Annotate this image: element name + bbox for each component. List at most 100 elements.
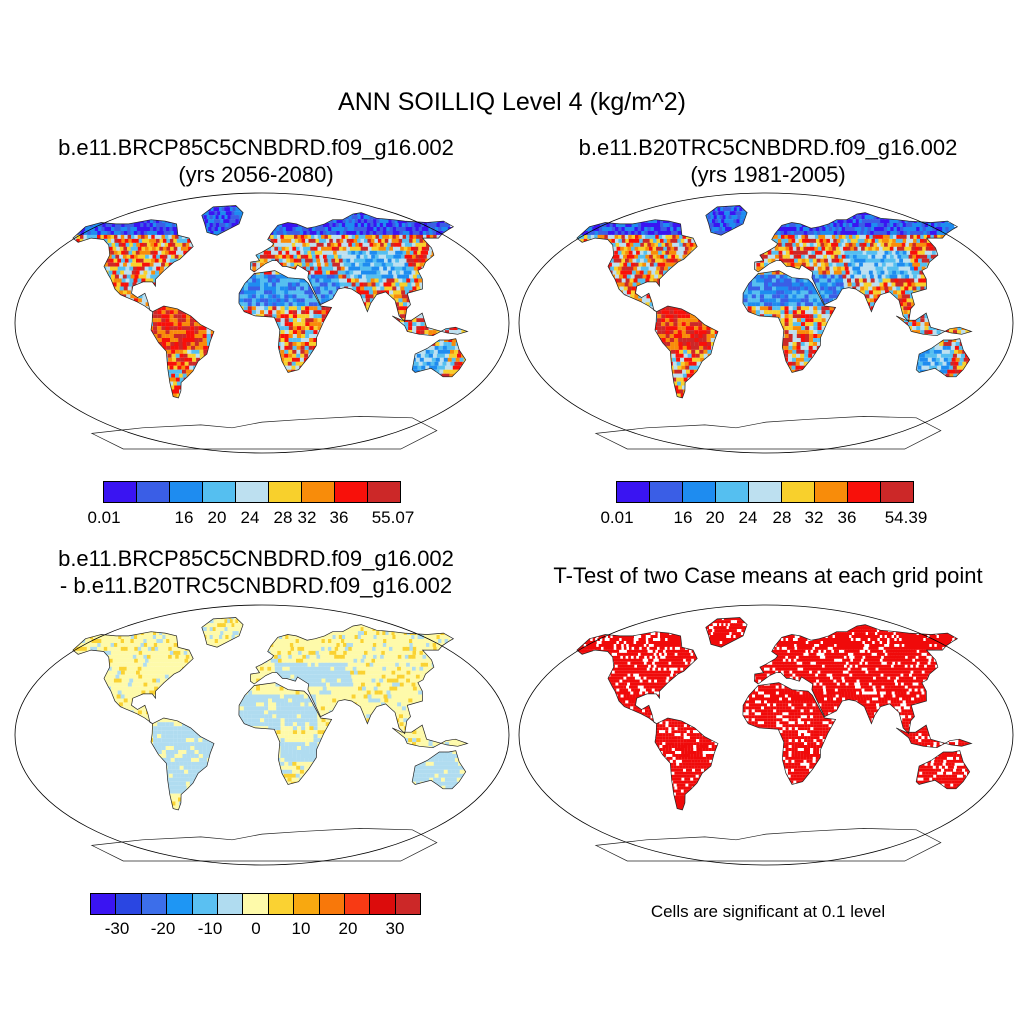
colorbar-swatch <box>141 894 168 914</box>
colorbar-swatch <box>815 482 848 502</box>
case2-tick-label: 24 <box>739 508 758 528</box>
coastline-australia <box>411 750 467 790</box>
colorbar-swatch <box>167 894 193 914</box>
colorbar-swatch <box>650 482 683 502</box>
colorbar-swatch <box>217 894 244 914</box>
coastline-namerica <box>576 631 698 725</box>
land-field <box>576 617 972 820</box>
map-border <box>518 604 1014 866</box>
coastline-samerica <box>654 717 719 811</box>
colorbar-swatch <box>269 482 302 502</box>
coastline-indonesia <box>895 312 973 337</box>
coastline-africa <box>742 270 837 373</box>
colorbar-swatch <box>243 894 269 914</box>
coastline-eurasia <box>250 212 455 323</box>
case2-tick-label: 16 <box>674 508 693 528</box>
ttest-title: T-Test of two Case means at each grid po… <box>512 562 1024 589</box>
coastline-samerica <box>150 717 215 811</box>
map-case2 <box>518 192 1014 454</box>
coastline-australia <box>411 338 467 378</box>
case1-title-line1: b.e11.BRCP85C5CNBDRD.f09_g16.002 <box>0 134 512 161</box>
colorbar-swatch <box>302 482 335 502</box>
coastline-africa <box>238 270 333 373</box>
colorbar-swatch <box>782 482 815 502</box>
coastline-samerica <box>150 305 215 399</box>
case1-tick-label: 28 <box>274 508 293 528</box>
coastline-namerica <box>72 631 194 725</box>
colorbar-swatch <box>170 482 203 502</box>
coastline-eurasia <box>250 624 455 735</box>
map-border <box>518 192 1014 454</box>
coastline-indonesia <box>895 724 973 749</box>
colorbar-swatch <box>370 894 396 914</box>
map-border <box>14 604 510 866</box>
colorbar-swatch <box>617 482 650 502</box>
map-ttest <box>518 604 1014 866</box>
coastline-africa <box>238 682 333 785</box>
case1-tick-label: 20 <box>208 508 227 528</box>
diff-tick-label: -20 <box>151 919 176 939</box>
case1-tick-label: 55.07 <box>372 508 415 528</box>
colorbar-swatch <box>716 482 749 502</box>
colorbar-swatch <box>268 894 295 914</box>
colorbar-swatch <box>203 482 236 502</box>
colorbar-swatch <box>104 482 137 502</box>
coastline-greenland <box>705 617 748 648</box>
colorbar-swatch <box>395 894 421 914</box>
colorbar-swatch <box>344 894 371 914</box>
colorbar-swatch <box>335 482 368 502</box>
diff-tick-label: 10 <box>292 919 311 939</box>
coastline-eurasia <box>754 624 959 735</box>
coastline-antarctica <box>594 828 942 862</box>
coastline-namerica <box>72 219 194 313</box>
colorbar-swatch <box>91 894 117 914</box>
map-diff <box>14 604 510 866</box>
coastline-antarctica <box>90 828 438 862</box>
case2-title-line1: b.e11.B20TRC5CNBDRD.f09_g16.002 <box>512 134 1024 161</box>
case2-title: b.e11.B20TRC5CNBDRD.f09_g16.002 (yrs 198… <box>512 134 1024 188</box>
diff-tick-label: -30 <box>105 919 130 939</box>
colorbar-swatch <box>881 482 913 502</box>
case1-title: b.e11.BRCP85C5CNBDRD.f09_g16.002 (yrs 20… <box>0 134 512 188</box>
case1-tick-label: 24 <box>241 508 260 528</box>
colorbar-swatch <box>116 894 142 914</box>
diff-title: b.e11.BRCP85C5CNBDRD.f09_g16.002 - b.e11… <box>0 545 512 599</box>
diff-tick-label: 30 <box>386 919 405 939</box>
case2-tick-label: 36 <box>838 508 857 528</box>
case1-title-line2: (yrs 2056-2080) <box>0 161 512 188</box>
coastline-namerica <box>576 219 698 313</box>
coastline-samerica <box>654 305 719 399</box>
coastline-africa <box>742 682 837 785</box>
coastline-greenland <box>705 205 748 236</box>
case1-tick-label: 36 <box>330 508 349 528</box>
colorbar-swatch <box>137 482 170 502</box>
diff-tick-label: 0 <box>251 919 260 939</box>
colorbar-swatch <box>192 894 218 914</box>
diff-tick-label: -10 <box>198 919 223 939</box>
colorbar-swatch <box>749 482 782 502</box>
coastline-antarctica <box>90 416 438 450</box>
case1-tick-label: 32 <box>298 508 317 528</box>
coastline-indonesia <box>391 724 469 749</box>
coastline-australia <box>915 338 971 378</box>
case2-title-line2: (yrs 1981-2005) <box>512 161 1024 188</box>
diff-title-line2: - b.e11.B20TRC5CNBDRD.f09_g16.002 <box>0 572 512 599</box>
colorbar-swatch <box>294 894 320 914</box>
case2-tick-label: 28 <box>773 508 792 528</box>
case1-tick-label: 16 <box>175 508 194 528</box>
case2-tick-label: 0.01 <box>600 508 633 528</box>
coastline-indonesia <box>391 312 469 337</box>
figure-title: ANN SOILLIQ Level 4 (kg/m^2) <box>0 88 1024 117</box>
colorbar-swatch <box>683 482 716 502</box>
coastline-antarctica <box>594 416 942 450</box>
coastline-greenland <box>201 205 244 236</box>
case2-tick-label: 54.39 <box>885 508 928 528</box>
colorbar-diff <box>90 893 421 915</box>
coastline-australia <box>915 750 971 790</box>
colorbar-swatch <box>848 482 881 502</box>
map-border <box>14 192 510 454</box>
diff-tick-label: 20 <box>339 919 358 939</box>
colorbar-case2 <box>616 481 914 503</box>
colorbar-swatch <box>236 482 269 502</box>
significance-note: Cells are significant at 0.1 level <box>512 902 1024 922</box>
